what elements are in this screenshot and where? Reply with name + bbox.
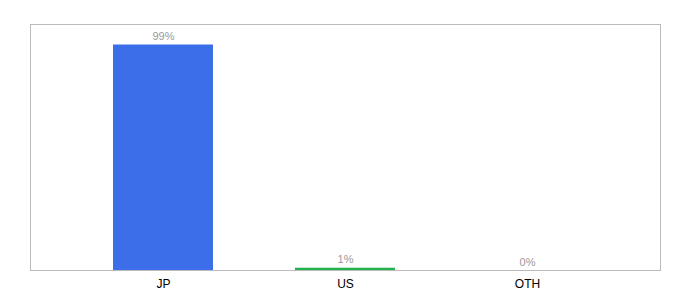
svg-text:1%: 1% [338, 253, 354, 265]
svg-text:US: US [337, 277, 354, 291]
svg-text:OTH: OTH [515, 277, 540, 291]
svg-text:0%: 0% [520, 256, 536, 268]
svg-text:99%: 99% [152, 30, 174, 42]
svg-text:JP: JP [156, 277, 170, 291]
